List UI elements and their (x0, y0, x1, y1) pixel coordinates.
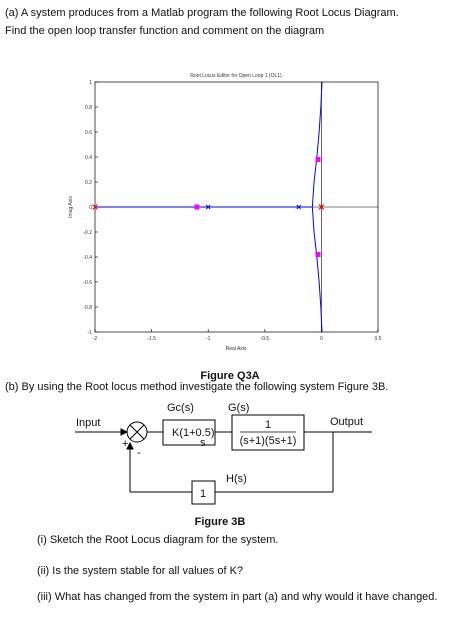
y-axis-label: Imag Axis (68, 196, 74, 218)
question-text: (ii) Is the system stable for all values… (37, 565, 243, 577)
question-text: (iii) What has changed from the system i… (37, 591, 437, 603)
signal-label: Output (330, 416, 363, 428)
marker (92, 204, 98, 210)
chart-title: Root Locus Editor for Open Loop 1 (OL1) (190, 73, 282, 79)
marker (318, 204, 325, 210)
y-tick-label: -0.8 (83, 305, 92, 311)
block-diagram (75, 414, 372, 505)
sign-label: - (137, 447, 141, 459)
closed-loop-pole (194, 204, 200, 210)
question-text: (a) A system produces from a Matlab prog… (5, 7, 399, 19)
x-tick-label: -0.5 (260, 336, 269, 342)
figure-caption: Figure Q3A (200, 370, 259, 382)
y-tick-label: -1 (88, 330, 93, 336)
locus-branch (311, 206, 323, 333)
arrow (120, 428, 129, 436)
summing-cross (129, 424, 145, 440)
x-tick-label: -2 (93, 336, 98, 342)
y-tick-label: -0.2 (83, 230, 92, 236)
x-tick-label: -1 (206, 336, 211, 342)
open-loop-pole (205, 204, 211, 210)
question-text: (i) Sketch the Root Locus diagram for th… (37, 534, 279, 546)
open-loop-pole (296, 204, 302, 210)
y-tick-label: 1 (89, 80, 92, 86)
controller-text: K(1+0.5) (172, 427, 215, 439)
y-tick-label: 0.6 (85, 130, 92, 136)
controller-text: s (200, 437, 206, 449)
block-label: Gc(s) (167, 402, 194, 414)
y-tick-label: -0.4 (83, 255, 92, 261)
x-tick-label: 0.5 (375, 336, 382, 342)
signal-label: Input (76, 417, 100, 429)
y-tick-label: 0.8 (85, 105, 92, 111)
y-tick-label: 0.2 (85, 180, 92, 186)
locus-branch (311, 81, 323, 208)
closed-loop-pole (315, 252, 321, 257)
feedback-text: 1 (200, 488, 206, 500)
question-text: (b) By using the Root locus method inves… (5, 381, 388, 393)
x-tick-label: 0 (320, 336, 323, 342)
y-tick-label: 0 (89, 205, 92, 211)
plant-denominator: (s+1)(5s+1) (240, 435, 297, 447)
block-label: H(s) (226, 473, 247, 485)
arrow (126, 441, 134, 450)
y-tick-label: 0.4 (85, 155, 92, 161)
sign-label: + (122, 438, 128, 450)
x-tick-label: -1.5 (147, 336, 156, 342)
y-tick-label: -0.6 (83, 280, 92, 286)
block-label: G(s) (228, 402, 249, 414)
plant-numerator: 1 (265, 419, 271, 431)
figure-caption: Figure 3B (195, 516, 246, 528)
x-axis-label: Real Axis (226, 346, 247, 352)
question-text: Find the open loop transfer function and… (5, 25, 324, 37)
plot: -2 -1.5 -1 -0.5 0 0.5 -1 -0.8 -0.6 -0.4 -0.2 0 0.2 0.… (83, 80, 381, 342)
closed-loop-pole (315, 157, 321, 162)
